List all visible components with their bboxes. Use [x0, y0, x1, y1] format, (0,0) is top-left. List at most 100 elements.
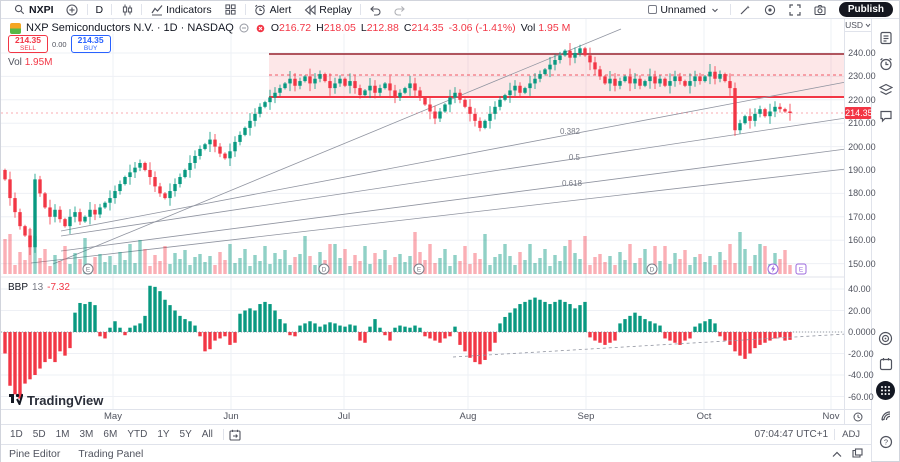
chat-button[interactable]	[876, 106, 896, 126]
chart-style-button[interactable]	[114, 2, 139, 18]
trading-panel-tab[interactable]: Trading Panel	[78, 448, 144, 460]
record-button[interactable]	[758, 2, 783, 18]
tradingview-logo-icon	[9, 392, 24, 408]
undo-icon	[369, 3, 382, 16]
clock-icon	[853, 412, 863, 422]
buy-button[interactable]: 214.35 BUY	[70, 35, 111, 53]
supply-zone-drawing[interactable]	[269, 53, 846, 98]
fib-level-label: 0.5	[569, 153, 581, 162]
alert-clock-icon	[254, 3, 267, 16]
range-button-1m[interactable]: 1M	[55, 429, 70, 440]
range-button-1y[interactable]: 1Y	[157, 429, 170, 440]
month-label-may: May	[104, 411, 122, 422]
svg-text:?: ?	[883, 438, 887, 447]
watermark-text: TradingView	[27, 392, 104, 408]
volume-indicator-legend: Vol 1.95M	[8, 57, 53, 68]
timeframe-button[interactable]: D	[90, 2, 110, 18]
compare-add-symbol-button[interactable]	[60, 2, 85, 18]
chart-column: 0.382 0.5 0.618 E D E D E NXP Semiconductors N.…	[1, 19, 876, 462]
indicators-button[interactable]: Indicators	[144, 2, 218, 18]
layers-icon	[878, 83, 893, 95]
maximize-panel-icon[interactable]	[852, 445, 863, 462]
pine-editor-tab[interactable]: Pine Editor	[9, 448, 61, 460]
range-button-6m[interactable]: 6M	[103, 429, 118, 440]
range-button-ytd[interactable]: YTD	[127, 429, 148, 440]
data-feed-button[interactable]	[876, 406, 896, 426]
wand-icon	[739, 3, 752, 16]
chart-area[interactable]: 0.382 0.5 0.618 E D E D E NXP Semiconductors N.…	[1, 19, 876, 409]
go-to-date-icon[interactable]	[229, 428, 242, 441]
replay-button[interactable]: Replay	[297, 2, 358, 18]
bbp-tick: -20.00	[848, 348, 874, 359]
month-label-aug: Aug	[459, 411, 477, 422]
visibility-icon[interactable]	[239, 23, 250, 34]
open-value: 216.72	[279, 22, 312, 34]
calendar-button[interactable]	[876, 354, 896, 374]
tradingview-watermark: TradingView	[9, 392, 103, 408]
spread-value: 0.00	[52, 39, 67, 49]
toolbar-left-group: NXPI D Indicators	[7, 1, 413, 18]
price-tick: 170.00	[848, 211, 876, 222]
price-axis[interactable]: USD 214.35 240.00 230.00 220.00 210.00 200.0…	[844, 19, 876, 409]
redo-icon	[394, 3, 407, 16]
object-tree-button[interactable]	[876, 80, 896, 100]
help-icon: ?	[879, 435, 892, 449]
layout-name: Unnamed	[660, 3, 706, 16]
bbp-indicator-legend[interactable]: BBP 13 -7.32	[8, 282, 70, 293]
price-chart-canvas[interactable]: 0.382 0.5 0.618 E D E D E	[1, 19, 846, 409]
indicator-templates-button[interactable]	[218, 2, 243, 18]
fullscreen-button[interactable]	[783, 2, 808, 18]
bbp-tick: 0.0000	[848, 327, 876, 337]
symbol-search-button[interactable]: NXPI	[7, 2, 60, 18]
alerts-panel-button[interactable]	[876, 54, 896, 74]
candlestick-style-icon	[120, 3, 133, 16]
symbol-title[interactable]: NXP Semiconductors N.V. · 1D · NASDAQ	[26, 22, 234, 34]
last-price-label: 214.35	[845, 107, 873, 119]
search-icon	[13, 3, 26, 16]
ohlc-readout: O216.72 H218.05 L212.88 C214.35 -3.06 (-…	[270, 22, 571, 34]
month-label-nov: Nov	[822, 411, 840, 422]
apps-button[interactable]	[876, 380, 896, 400]
help-button[interactable]: ?	[876, 432, 896, 452]
toolbar-divider	[86, 4, 88, 15]
trendline-drawings[interactable]: 0.382 0.5 0.618	[30, 28, 846, 265]
currency-selector[interactable]: USD	[845, 19, 872, 32]
clock-time[interactable]: 07:04:47 UTC+1	[754, 429, 829, 440]
fib-level-label: 0.618	[562, 179, 583, 188]
quick-search-button[interactable]	[733, 2, 758, 18]
price-tick: 160.00	[848, 235, 876, 246]
range-button-5y[interactable]: 5Y	[179, 429, 192, 440]
adjusted-data-toggle[interactable]: ADJ	[834, 429, 867, 440]
range-button-5d[interactable]: 5D	[32, 429, 46, 440]
ideas-button[interactable]	[876, 328, 896, 348]
timezone-clock-button[interactable]	[844, 410, 871, 424]
undo-button[interactable]	[363, 2, 388, 18]
publish-button[interactable]: Publish	[838, 2, 893, 17]
trade-buttons: 214.35 SELL 0.00 214.35 BUY	[8, 35, 111, 53]
price-tick: 210.00	[848, 118, 876, 129]
top-toolbar: NXPI D Indicators	[1, 1, 899, 19]
market-status-icon[interactable]	[255, 23, 266, 34]
chat-bubble-icon	[879, 110, 892, 123]
range-button-1d[interactable]: 1D	[10, 429, 23, 440]
time-axis[interactable]: May Jun Jul Aug Sep Oct Nov	[1, 409, 872, 424]
watchlist-button[interactable]	[876, 28, 896, 48]
alert-button[interactable]: Alert	[248, 2, 298, 18]
sell-button[interactable]: 214.35 SELL	[8, 35, 48, 53]
collapse-panel-icon[interactable]	[832, 445, 842, 462]
save-layout-button[interactable]: Unnamed	[642, 2, 728, 18]
redo-button[interactable]	[388, 2, 413, 18]
alert-label: Alert	[269, 3, 292, 16]
volume-label: Vol	[520, 22, 536, 34]
range-button-3m[interactable]: 3M	[79, 429, 94, 440]
month-label-jun: Jun	[223, 411, 239, 422]
bullseye-icon	[878, 331, 893, 345]
price-tick: 220.00	[848, 94, 876, 105]
snapshot-button[interactable]	[808, 2, 833, 18]
month-label-sep: Sep	[577, 411, 595, 422]
price-tick: 190.00	[848, 165, 876, 175]
range-button-all[interactable]: All	[201, 429, 213, 440]
high-value: 218.05	[323, 22, 356, 34]
indicators-label: Indicators	[166, 3, 212, 16]
